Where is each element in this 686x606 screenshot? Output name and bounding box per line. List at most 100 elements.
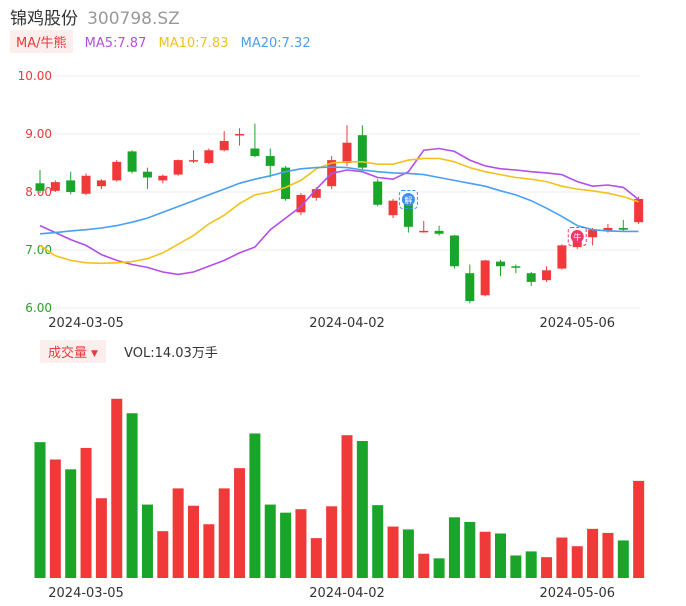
candle-body [449,235,459,267]
candle-body [542,270,552,281]
y-tick-label: 7.00 [25,243,52,257]
candle-body [403,202,413,227]
ma5-line [39,147,640,276]
candle-body [281,167,291,199]
y-tick-label: 6.00 [25,301,52,315]
signal-markers: 解牛 [398,189,587,247]
marker-frame [567,227,587,247]
volume-indicator-tab[interactable]: 成交量 ▼ [40,340,106,363]
y-tick-label: 8.00 [25,185,52,199]
candle-body [572,239,582,248]
volume-bar [157,531,169,578]
volume-bar [525,551,537,578]
candle-body [373,181,383,205]
volume-bar [326,506,338,578]
signal-marker: 解 [398,189,418,209]
x-tick-label: 2024-04-02 [309,586,385,601]
volume-bar [402,529,414,578]
volume-bar [111,398,123,578]
volume-bar [65,469,77,578]
candle-body [35,183,45,191]
moving-average-lines [39,147,640,276]
volume-bar [541,557,553,578]
volume-bar [141,504,153,578]
ma10-line [39,157,639,265]
candle-body [235,134,245,136]
candle-body [634,198,644,223]
marker-badge [401,192,415,206]
volume-bar [203,524,215,578]
volume-bar [602,532,614,578]
ma-legend: MA/牛熊 MA5:7.87 MA10:7.83 MA20:7.32 [10,30,311,54]
candle-body [388,200,398,216]
volume-value: VOL:14.03万手 [124,346,218,361]
volume-legend: 成交量 ▼ VOL:14.03万手 [40,340,218,363]
marker-badge [570,230,584,244]
volume-bar [418,553,430,578]
candle-body [158,175,168,181]
volume-bar [448,517,460,578]
candle-body [342,142,352,163]
candle-body [142,171,152,178]
candle-body [66,180,76,192]
volume-bar [95,498,107,578]
marker-frame [398,189,418,209]
x-tick-label: 2024-03-05 [48,316,124,331]
candle-body [434,230,444,234]
price-axis-labels: 10.00 9.00 8.00 7.00 6.00 [18,69,52,315]
candlestick-series [35,123,644,304]
stock-code: 300798.SZ [87,9,180,29]
candle-body [511,266,521,268]
candle-body [81,175,91,194]
caret-down-icon: ▼ [91,349,98,359]
volume-bar [571,546,583,578]
volume-bar [80,447,92,578]
volume-bar [633,480,645,578]
volume-bar [495,533,506,578]
x-tick-label: 2024-04-02 [309,316,385,331]
candle-body [96,180,106,187]
volume-bar [234,468,246,578]
candle-body [480,260,490,296]
candle-body [357,135,367,168]
candle-body [127,151,137,172]
candle-body [204,150,214,163]
volume-bar [372,505,384,578]
volume-bar [556,537,568,578]
volume-bar [126,413,138,578]
candle-body [219,140,229,151]
volume-bar [387,526,399,578]
y-tick-label: 9.00 [25,127,52,141]
stock-name: 锦鸡股份 [10,9,78,29]
candle-body [250,148,260,157]
volume-bar [188,505,199,578]
volume-bar [617,540,629,578]
ma10-label: MA10:7.83 [158,36,229,51]
x-tick-label: 2024-05-06 [539,316,615,331]
volume-bar [218,488,230,578]
volume-tab-label: 成交量 [48,346,88,361]
candle-body [296,194,306,213]
ma20-line [39,166,639,235]
volume-bar [587,528,599,578]
candle-body [465,273,475,302]
ma5-label: MA5:7.87 [84,36,147,51]
x-tick-label: 2024-05-06 [539,586,615,601]
volume-bar [510,555,522,578]
candle-body [311,189,321,198]
candle-body [588,229,598,238]
candle-body [419,230,429,233]
candle-body [496,261,505,267]
volume-bar [264,504,276,578]
volume-bar [479,531,491,578]
candle-body [112,161,122,181]
volume-bar [280,512,292,578]
candle-body [50,182,60,191]
ma-indicator-tab[interactable]: MA/牛熊 [10,30,73,53]
volume-bar [310,538,322,578]
candle-body [603,227,613,231]
candle-body [618,227,628,230]
y-tick-label: 10.00 [18,69,52,83]
signal-marker: 牛 [567,227,587,247]
